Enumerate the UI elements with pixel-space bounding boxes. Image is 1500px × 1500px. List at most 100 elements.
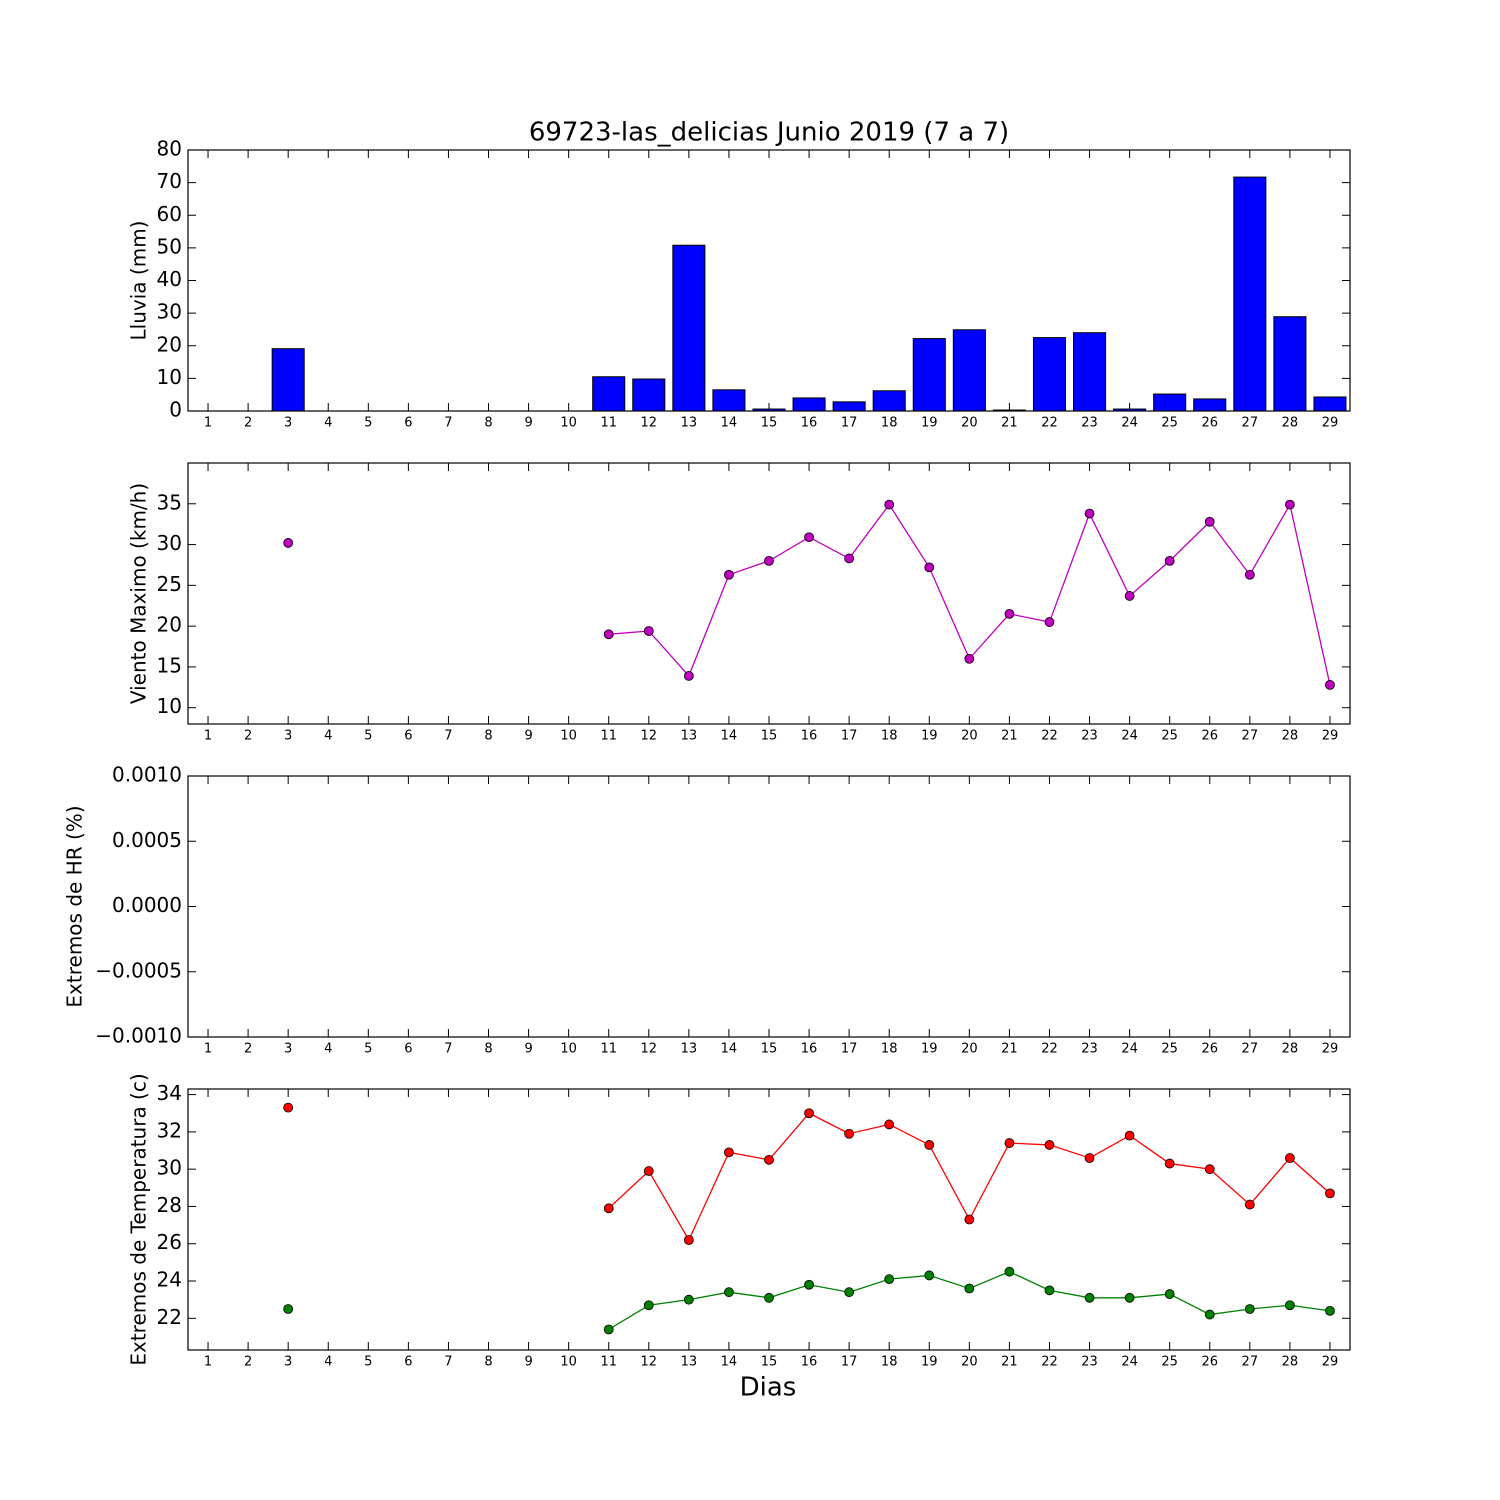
x-tick-label: 16 — [801, 1042, 818, 1057]
bar — [952, 329, 986, 412]
x-tick-label: 8 — [484, 1042, 492, 1057]
marker — [1084, 1153, 1095, 1163]
y-axis-label: Viento Maximo (km/h) — [127, 483, 151, 704]
bar — [712, 389, 746, 412]
marker — [603, 1203, 614, 1214]
marker — [1284, 1153, 1295, 1163]
marker — [643, 1166, 654, 1176]
x-tick-label: 12 — [641, 1355, 658, 1370]
x-tick-label: 12 — [641, 729, 658, 744]
x-tick-label: 3 — [284, 416, 292, 431]
marker — [603, 629, 614, 640]
x-tick-label: 5 — [364, 1042, 372, 1057]
x-tick-label: 29 — [1322, 416, 1339, 431]
marker — [884, 1274, 895, 1285]
y-axis-label: Lluvia (mm) — [127, 221, 151, 341]
x-tick-label: 9 — [524, 1355, 532, 1370]
marker — [844, 1287, 855, 1298]
y-tick-label: 40 — [157, 267, 182, 291]
x-tick-label: 28 — [1282, 1355, 1299, 1370]
marker — [1004, 1138, 1015, 1148]
marker — [1284, 499, 1295, 510]
x-tick-label: 28 — [1282, 729, 1299, 744]
x-tick-label: 2 — [244, 729, 252, 744]
x-tick-label: 27 — [1242, 416, 1259, 431]
marker — [764, 1154, 774, 1165]
x-tick-label: 11 — [600, 1042, 617, 1057]
x-tick-label: 25 — [1161, 416, 1178, 431]
marker — [1124, 1130, 1135, 1141]
x-tick-label: 13 — [681, 729, 698, 744]
x-tick-label: 12 — [641, 1042, 658, 1057]
marker — [643, 1300, 654, 1311]
bar — [1073, 332, 1107, 412]
bar — [912, 338, 946, 412]
x-tick-label: 22 — [1041, 1042, 1058, 1057]
marker — [1084, 1292, 1095, 1303]
x-tick-label: 29 — [1322, 1355, 1339, 1370]
marker — [1325, 679, 1335, 690]
marker — [884, 1119, 895, 1130]
marker — [924, 1140, 935, 1150]
x-tick-label: 14 — [721, 416, 738, 431]
bar — [1273, 316, 1307, 412]
marker — [1204, 1164, 1215, 1175]
x-tick-label: 10 — [560, 1355, 577, 1370]
y-tick-label: 80 — [157, 137, 182, 161]
y-tick-label: 50 — [157, 234, 182, 258]
chart-title: 69723-las_delicias Junio 2019 (7 a 7) — [529, 118, 1009, 148]
marker — [1325, 1305, 1335, 1316]
x-tick-label: 7 — [444, 729, 452, 744]
marker — [724, 1147, 734, 1158]
marker — [1164, 555, 1175, 566]
marker — [1244, 1304, 1255, 1314]
x-tick-label: 5 — [364, 1355, 372, 1370]
x-tick-label: 25 — [1161, 729, 1178, 744]
marker — [1204, 1309, 1215, 1320]
marker — [683, 1294, 694, 1305]
x-tick-label: 2 — [244, 416, 252, 431]
marker — [764, 555, 774, 566]
x-tick-label: 24 — [1121, 416, 1138, 431]
x-tick-label: 3 — [284, 1355, 292, 1370]
y-tick-label: 10 — [157, 694, 182, 718]
x-tick-label: 17 — [841, 416, 858, 431]
x-tick-label: 11 — [600, 729, 617, 744]
x-tick-label: 26 — [1201, 1355, 1218, 1370]
x-tick-label: 11 — [600, 416, 617, 431]
x-tick-label: 28 — [1282, 416, 1299, 431]
marker — [844, 553, 855, 564]
x-tick-label: 12 — [641, 416, 658, 431]
x-tick-label: 15 — [761, 416, 778, 431]
plot-frame — [187, 462, 1351, 725]
y-tick-label: 26 — [157, 1230, 182, 1254]
x-tick-label: 9 — [524, 729, 532, 744]
marker — [1204, 516, 1215, 527]
marker — [1164, 1158, 1175, 1169]
y-tick-label: −0.0010 — [95, 1024, 182, 1048]
marker — [924, 1270, 935, 1281]
x-tick-label: 20 — [961, 1355, 978, 1370]
x-tick-label: 4 — [324, 416, 332, 431]
x-tick-label: 20 — [961, 729, 978, 744]
marker — [1044, 617, 1055, 627]
marker — [804, 1279, 814, 1290]
x-tick-label: 29 — [1322, 729, 1339, 744]
x-tick-label: 16 — [801, 1355, 818, 1370]
marker — [1244, 569, 1255, 580]
y-tick-label: 28 — [157, 1193, 182, 1217]
x-tick-label: 2 — [244, 1355, 252, 1370]
y-tick-label: 70 — [157, 169, 182, 193]
bar — [792, 397, 826, 412]
x-tick-label: 7 — [444, 1355, 452, 1370]
y-tick-label: 32 — [157, 1118, 182, 1142]
x-tick-label: 21 — [1001, 729, 1018, 744]
marker — [884, 499, 895, 510]
x-tick-label: 9 — [524, 1042, 532, 1057]
x-tick-label: 16 — [801, 416, 818, 431]
marker — [804, 532, 814, 543]
y-tick-label: 35 — [157, 490, 182, 514]
bar — [271, 348, 305, 412]
marker — [964, 1283, 975, 1294]
x-tick-label: 22 — [1041, 1355, 1058, 1370]
